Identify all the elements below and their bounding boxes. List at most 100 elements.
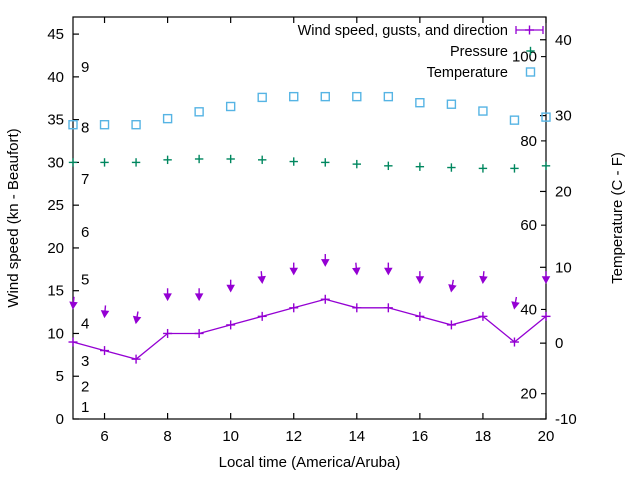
legend-symbol-square — [525, 67, 536, 77]
gust-direction-arrow — [352, 262, 361, 276]
data-point-marker — [509, 337, 519, 347]
gust-direction-arrow — [257, 271, 266, 284]
data-point-marker — [100, 346, 110, 356]
y2-tick-label: 0 — [555, 335, 563, 352]
data-series-layer — [68, 91, 551, 364]
y2-tick-label: 20 — [555, 183, 572, 200]
gust-direction-arrow — [163, 288, 172, 302]
right-axis-ticks: -10 0 10 20 30 40 — [540, 32, 577, 428]
data-point-marker — [194, 154, 204, 164]
x-tick-label: 20 — [538, 428, 555, 445]
x-tick-label: 10 — [222, 428, 239, 445]
data-point-marker — [526, 46, 535, 56]
data-point-marker — [321, 158, 330, 167]
temperature-marker — [509, 115, 520, 125]
y-tick-label: 10 — [47, 325, 64, 342]
data-point-marker — [446, 320, 456, 330]
y-axis-title: Wind speed (kn - Beaufort) — [5, 128, 22, 307]
beaufort-label: 6 — [81, 224, 89, 241]
legend-label-2: Pressure — [450, 44, 508, 60]
temperature-marker — [131, 120, 141, 130]
data-point-marker — [415, 311, 425, 321]
data-point-marker — [541, 161, 551, 171]
beaufort-label: 5 — [81, 272, 89, 289]
data-point-marker — [352, 303, 362, 313]
y-tick-label: 45 — [47, 26, 64, 43]
temperature-marker — [352, 91, 362, 102]
y-tick-label: 5 — [56, 368, 64, 385]
gust-direction-arrow — [132, 311, 142, 325]
temperature-marker — [478, 106, 488, 116]
gust-direction-arrow — [69, 296, 78, 310]
gust-direction-arrow — [226, 279, 235, 293]
x-tick-label: 8 — [163, 428, 171, 445]
temperature-marker — [194, 107, 204, 117]
gust-direction-arrow — [289, 262, 299, 276]
data-point-marker — [226, 154, 235, 164]
beaufort-label: 4 — [81, 315, 89, 332]
x-tick-label: 18 — [475, 428, 492, 445]
y2-tick-label: 40 — [555, 32, 572, 49]
temperature-marker — [289, 91, 299, 102]
y-tick-label: 0 — [56, 411, 64, 428]
y2-axis-title: Temperature (C - F) — [609, 152, 626, 284]
data-point-marker — [131, 354, 141, 364]
x-tick-label: 14 — [348, 428, 365, 445]
data-point-marker — [100, 158, 109, 167]
data-point-marker — [510, 164, 519, 173]
temperature-marker — [415, 98, 425, 108]
beaufort-label: 3 — [81, 353, 89, 370]
gust-direction-arrow — [100, 305, 110, 319]
legend-label-3: Temperature — [427, 65, 508, 81]
data-point-marker — [478, 311, 488, 321]
temperature-marker — [320, 91, 330, 102]
beaufort-label: 7 — [81, 171, 89, 188]
data-point-marker — [320, 294, 330, 304]
fahrenheit-label: 80 — [520, 133, 537, 150]
y-tick-label: 35 — [47, 112, 64, 129]
temperature-marker — [446, 99, 457, 109]
y2-tick-label: 10 — [555, 259, 572, 276]
wind-speed-line — [72, 298, 547, 360]
beaufort-label: 1 — [81, 399, 89, 416]
gust-direction-arrow — [194, 288, 204, 302]
data-point-marker — [226, 320, 236, 330]
data-point-marker — [478, 164, 488, 173]
x-tick-label: 12 — [285, 428, 302, 445]
data-point-marker — [163, 328, 173, 338]
temperature-marker — [257, 92, 267, 103]
x-tick-label: 6 — [100, 428, 108, 445]
left-axis-ticks: 0 5 10 15 20 25 30 35 40 45 — [47, 26, 79, 428]
data-point-marker — [194, 328, 204, 338]
data-point-marker — [289, 303, 299, 313]
plot-border — [72, 16, 547, 420]
plot-frame — [72, 16, 547, 420]
temperature-marker — [541, 112, 551, 122]
data-point-marker — [258, 155, 267, 165]
temperature-marker — [162, 113, 173, 124]
data-point-marker — [383, 303, 393, 313]
legend-label-1: Wind speed, gusts, and direction — [298, 23, 508, 39]
temperature-marker — [68, 120, 78, 130]
gust-direction-arrow — [541, 271, 551, 284]
x-axis-ticks: 6 8 10 12 14 16 18 20 — [100, 17, 554, 445]
gust-direction-arrow — [415, 271, 425, 284]
y-tick-label: 25 — [47, 197, 64, 214]
fahrenheit-label: 60 — [520, 217, 537, 234]
data-point-marker — [447, 163, 456, 172]
beaufort-label: 9 — [81, 59, 89, 76]
y2-tick-label: -10 — [555, 411, 577, 428]
beaufort-label: 8 — [81, 119, 89, 136]
y2-tick-label: 30 — [555, 108, 572, 125]
beaufort-scale-labels: 1 2 3 4 5 6 7 8 9 — [81, 59, 89, 416]
y-tick-label: 40 — [47, 69, 64, 86]
chart-legend: Wind speed, gusts, and direction Pressure… — [298, 23, 544, 81]
gust-direction-arrow — [479, 271, 488, 284]
gust-direction-arrow — [511, 296, 520, 310]
data-point-marker — [384, 161, 393, 171]
temperature-marker — [99, 120, 110, 130]
temperature-marker — [225, 101, 236, 112]
